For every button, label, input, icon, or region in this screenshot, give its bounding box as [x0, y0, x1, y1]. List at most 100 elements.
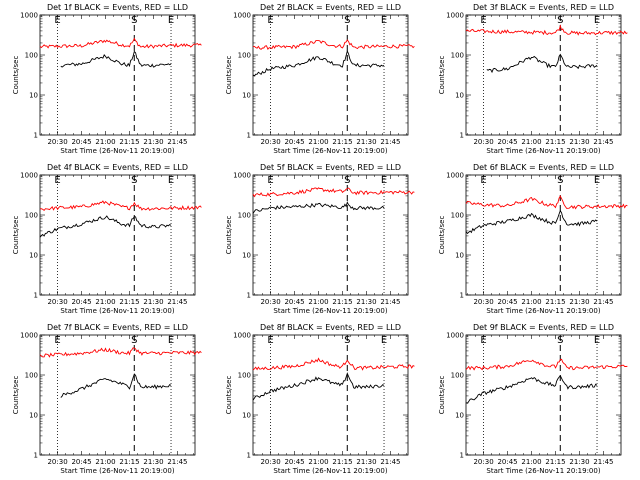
y-axis-label: Counts/sec: [225, 56, 233, 95]
x-tick-label: 20:30: [47, 138, 67, 146]
y-tick-label: 10: [29, 252, 38, 260]
series-events: [39, 215, 172, 238]
y-tick-label: 1: [34, 292, 38, 300]
series-lld: [39, 347, 202, 358]
x-tick-label: 21:30: [356, 458, 376, 466]
marker-label-s: S: [557, 175, 563, 186]
y-tick-label: 10: [455, 412, 464, 420]
x-tick-label: 20:45: [284, 138, 304, 146]
y-axis-label: Counts/sec: [225, 216, 233, 255]
series-lld: [39, 37, 202, 49]
plot-frame: [252, 14, 409, 136]
series-lld: [465, 358, 628, 371]
y-tick-label: 10: [29, 92, 38, 100]
chart-title: Det 1f BLACK = Events, RED = LLD: [47, 3, 188, 12]
plot-frame: [39, 14, 196, 136]
detector-panel-3: Det 3f BLACK = Events, RED = LLD 1 10 100 10…: [426, 0, 639, 160]
marker-label-e-right: E: [381, 175, 387, 186]
x-axis-label: Start Time (26-Nov-11 20:19:00): [273, 467, 387, 475]
y-tick-label: 100: [25, 52, 38, 60]
x-tick-label: 21:15: [332, 458, 352, 466]
series-lld: [465, 24, 628, 36]
x-tick-label: 20:30: [260, 298, 280, 306]
y-tick-label: 1: [247, 292, 251, 300]
chart-title: Det 3f BLACK = Events, RED = LLD: [473, 3, 614, 12]
x-tick-label: 21:00: [95, 298, 115, 306]
chart-svg: Det 6f BLACK = Events, RED = LLD 1 10 100 10…: [438, 163, 628, 315]
chart-svg: Det 3f BLACK = Events, RED = LLD 1 10 100 10…: [438, 3, 628, 155]
y-axis-label: Counts/sec: [438, 216, 446, 255]
x-tick-label: 21:15: [545, 138, 565, 146]
x-tick-label: 21:00: [521, 138, 541, 146]
marker-label-s: S: [131, 175, 137, 186]
marker-label-e-right: E: [594, 15, 600, 26]
x-tick-label: 20:45: [71, 298, 91, 306]
x-tick-label: 21:30: [143, 298, 163, 306]
x-axis-label: Start Time (26-Nov-11 20:19:00): [273, 147, 387, 155]
x-tick-label: 20:45: [71, 138, 91, 146]
x-tick-label: 21:45: [167, 298, 187, 306]
x-axis-label: Start Time (26-Nov-11 20:19:00): [60, 307, 174, 315]
series-lld: [39, 200, 202, 212]
y-tick-label: 10: [242, 412, 251, 420]
marker-label-s: S: [344, 335, 350, 346]
x-tick-label: 21:30: [356, 138, 376, 146]
marker-label-e-left: E: [54, 15, 60, 26]
marker-label-e-right: E: [381, 335, 387, 346]
x-tick-label: 21:45: [593, 138, 613, 146]
x-tick-label: 21:15: [332, 138, 352, 146]
x-tick-label: 20:45: [71, 458, 91, 466]
plot-frame: [465, 174, 622, 296]
detector-panel-6: Det 6f BLACK = Events, RED = LLD 1 10 100 10…: [426, 160, 639, 320]
x-tick-label: 21:00: [308, 458, 328, 466]
chart-svg: Det 1f BLACK = Events, RED = LLD 1 10 100 10…: [12, 3, 202, 155]
series-events: [465, 374, 598, 404]
x-tick-label: 21:45: [380, 458, 400, 466]
marker-label-e-left: E: [480, 15, 486, 26]
x-axis-label: Start Time (26-Nov-11 20:19:00): [60, 147, 174, 155]
y-tick-label: 1: [34, 452, 38, 460]
y-tick-label: 10: [242, 92, 251, 100]
chart-svg: Det 7f BLACK = Events, RED = LLD 1 10 100 10…: [12, 323, 202, 475]
marker-label-e-left: E: [267, 175, 273, 186]
y-tick-label: 1: [247, 132, 251, 140]
marker-label-s: S: [344, 175, 350, 186]
series-events: [60, 373, 172, 398]
series-lld: [252, 187, 415, 198]
chart-title: Det 5f BLACK = Events, RED = LLD: [260, 163, 401, 172]
y-axis-label: Counts/sec: [12, 216, 20, 255]
x-tick-label: 20:45: [497, 298, 517, 306]
series-events: [252, 49, 385, 77]
chart-title: Det 9f BLACK = Events, RED = LLD: [473, 323, 614, 332]
y-tick-label: 100: [451, 372, 464, 380]
y-tick-label: 100: [238, 372, 251, 380]
marker-label-s: S: [344, 15, 350, 26]
x-tick-label: 21:30: [569, 458, 589, 466]
y-tick-label: 100: [238, 212, 251, 220]
x-tick-label: 20:30: [47, 458, 67, 466]
y-tick-label: 1000: [446, 332, 464, 340]
x-tick-label: 20:30: [473, 138, 493, 146]
marker-label-e-left: E: [480, 335, 486, 346]
x-tick-label: 21:15: [119, 458, 139, 466]
marker-label-s: S: [557, 335, 563, 346]
y-tick-label: 1000: [446, 12, 464, 20]
detector-panel-4: Det 4f BLACK = Events, RED = LLD 1 10 100 10…: [0, 160, 213, 320]
x-axis-label: Start Time (26-Nov-11 20:19:00): [60, 467, 174, 475]
chart-title: Det 7f BLACK = Events, RED = LLD: [47, 323, 188, 332]
chart-title: Det 2f BLACK = Events, RED = LLD: [260, 3, 401, 12]
plot-frame: [39, 174, 196, 296]
marker-label-e-right: E: [168, 15, 174, 26]
y-tick-label: 1: [460, 292, 464, 300]
detector-panel-5: Det 5f BLACK = Events, RED = LLD 1 10 100 10…: [213, 160, 426, 320]
x-axis-label: Start Time (26-Nov-11 20:19:00): [486, 307, 600, 315]
x-tick-label: 21:00: [521, 298, 541, 306]
detector-panel-9: Det 9f BLACK = Events, RED = LLD 1 10 100 10…: [426, 320, 639, 480]
y-tick-label: 1000: [446, 172, 464, 180]
x-tick-label: 20:45: [284, 298, 304, 306]
y-tick-label: 1000: [233, 332, 251, 340]
detector-panel-2: Det 2f BLACK = Events, RED = LLD 1 10 100 10…: [213, 0, 426, 160]
series-events: [486, 53, 598, 74]
x-tick-label: 21:15: [119, 298, 139, 306]
